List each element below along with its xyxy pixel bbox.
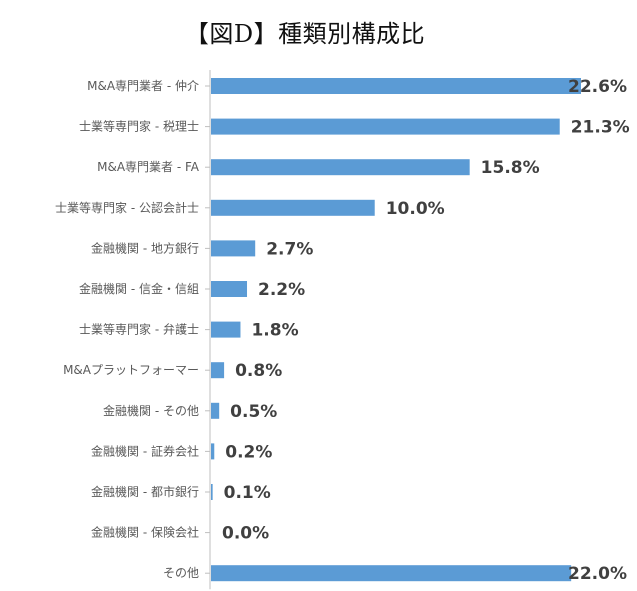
bar bbox=[211, 443, 215, 460]
value-label: 2.2% bbox=[258, 280, 305, 300]
category-label: 金融機関 - その他 bbox=[103, 403, 199, 418]
bar bbox=[211, 240, 256, 257]
value-label: 0.0% bbox=[222, 524, 269, 544]
bar bbox=[211, 362, 225, 379]
value-label: 0.2% bbox=[225, 442, 272, 462]
bar bbox=[211, 118, 560, 135]
category-label: 士業等専門家 - 弁護士 bbox=[79, 322, 199, 337]
bar bbox=[211, 159, 470, 176]
bar bbox=[211, 281, 248, 297]
value-label: 1.8% bbox=[251, 321, 298, 341]
value-label: 15.8% bbox=[481, 158, 540, 178]
category-label: 士業等専門家 - 公認会計士 bbox=[55, 200, 199, 215]
value-label: 22.6% bbox=[568, 77, 627, 97]
value-label: 22.0% bbox=[568, 564, 627, 584]
category-label: 士業等専門家 - 税理士 bbox=[79, 119, 199, 134]
bar bbox=[211, 402, 220, 419]
category-label: 金融機関 - 信金・信組 bbox=[79, 281, 199, 296]
chart-title: 【図D】種類別構成比 bbox=[184, 20, 426, 48]
bar bbox=[211, 199, 375, 216]
value-label: 0.5% bbox=[230, 402, 277, 422]
value-label: 0.1% bbox=[224, 483, 271, 503]
category-label: その他 bbox=[163, 566, 199, 580]
value-label: 21.3% bbox=[571, 118, 630, 138]
category-label: 金融機関 - 保険会社 bbox=[91, 525, 199, 540]
bar bbox=[211, 565, 572, 582]
category-label: 金融機関 - 証券会社 bbox=[91, 443, 199, 458]
value-label: 10.0% bbox=[386, 199, 445, 219]
value-label: 2.7% bbox=[266, 239, 313, 259]
category-label: M&A専門業者 - 仲介 bbox=[87, 79, 199, 93]
category-label: M&A専門業者 - FA bbox=[97, 160, 200, 174]
bar bbox=[211, 78, 581, 94]
category-label: 金融機関 - 都市銀行 bbox=[91, 484, 199, 499]
category-label: M&Aプラットフォーマー bbox=[63, 363, 199, 377]
category-label: 金融機関 - 地方銀行 bbox=[91, 240, 199, 255]
value-label: 0.8% bbox=[235, 361, 282, 381]
bar bbox=[211, 321, 241, 338]
bar bbox=[211, 484, 213, 500]
